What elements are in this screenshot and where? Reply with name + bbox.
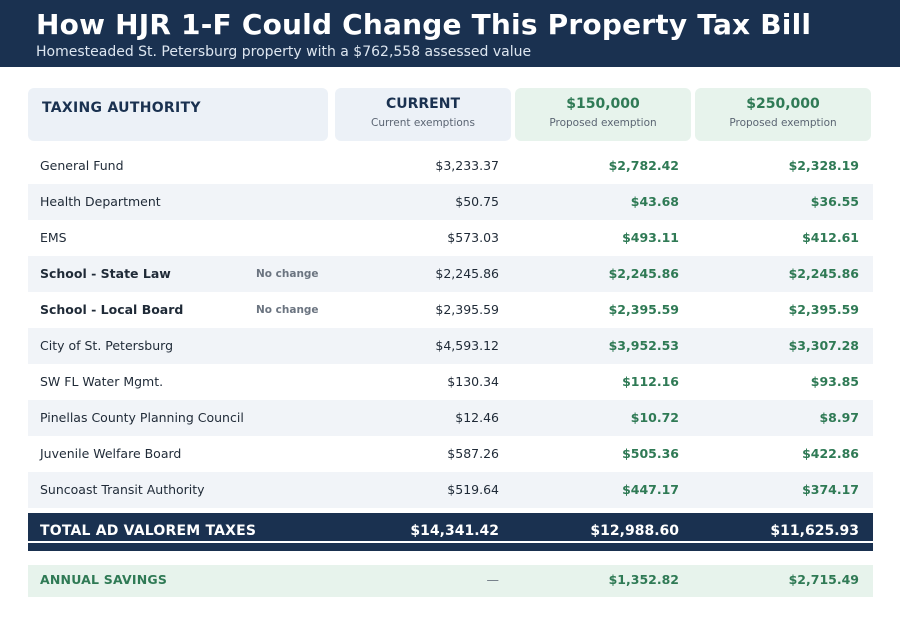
row-250k-value: $93.85: [810, 374, 859, 389]
total-current-value: $14,341.42: [410, 523, 499, 539]
row-current-value: $50.75: [455, 194, 499, 209]
total-divider: [28, 541, 873, 543]
row-authority-name: General Fund: [40, 158, 124, 173]
row-150k-value: $2,395.59: [608, 302, 679, 317]
row-current-value: $3,233.37: [435, 158, 499, 173]
table-row: Suncoast Transit Authority $519.64 $447.…: [28, 472, 873, 508]
row-250k-value: $374.17: [802, 482, 859, 497]
table-row: School - State Law No change $2,245.86 $…: [28, 256, 873, 292]
header-taxing-authority: TAXING AUTHORITY: [28, 88, 328, 141]
header-current-sub: Current exemptions: [371, 117, 475, 129]
row-250k-value: $2,395.59: [788, 302, 859, 317]
row-250k-value: $412.61: [802, 230, 859, 245]
savings-150k-value: $1,352.82: [608, 572, 679, 587]
table-row: EMS $573.03 $493.11 $412.61: [28, 220, 873, 256]
row-150k-value: $2,245.86: [608, 266, 679, 281]
table-row: Juvenile Welfare Board $587.26 $505.36 $…: [28, 436, 873, 472]
row-authority-name: Pinellas County Planning Council: [40, 410, 244, 425]
no-change-note: No change: [256, 268, 319, 280]
table-row: SW FL Water Mgmt. $130.34 $112.16 $93.85: [28, 364, 873, 400]
row-authority-name: Health Department: [40, 194, 161, 209]
row-150k-value: $3,952.53: [608, 338, 679, 353]
row-authority-name: School - Local Board: [40, 302, 184, 317]
row-250k-value: $2,245.86: [788, 266, 859, 281]
header-150k-label: $150,000: [566, 96, 640, 112]
row-150k-value: $2,782.42: [608, 158, 679, 173]
row-current-value: $2,245.86: [435, 266, 499, 281]
row-250k-value: $2,328.19: [788, 158, 859, 173]
row-authority-name: Juvenile Welfare Board: [40, 446, 182, 461]
savings-row: ANNUAL SAVINGS — $1,352.82 $2,715.49: [28, 565, 873, 597]
row-150k-value: $493.11: [622, 230, 679, 245]
row-authority-name: City of St. Petersburg: [40, 338, 174, 353]
row-current-value: $130.34: [447, 374, 499, 389]
savings-current-value: —: [486, 572, 500, 587]
total-250k-value: $11,625.93: [770, 523, 859, 539]
header-150k: $150,000 Proposed exemption: [515, 88, 691, 141]
row-250k-value: $36.55: [810, 194, 859, 209]
row-authority-name: School - State Law: [40, 266, 171, 281]
savings-label: ANNUAL SAVINGS: [40, 572, 168, 587]
row-current-value: $587.26: [447, 446, 499, 461]
header-250k: $250,000 Proposed exemption: [695, 88, 871, 141]
savings-250k-value: $2,715.49: [788, 572, 859, 587]
header-current: CURRENT Current exemptions: [335, 88, 511, 141]
row-150k-value: $447.17: [622, 482, 679, 497]
header-150k-sub: Proposed exemption: [549, 117, 657, 129]
header-250k-sub: Proposed exemption: [729, 117, 837, 129]
row-current-value: $12.46: [455, 410, 499, 425]
row-authority-name: Suncoast Transit Authority: [40, 482, 205, 497]
row-150k-value: $505.36: [622, 446, 679, 461]
row-250k-value: $3,307.28: [788, 338, 859, 353]
table-row: Health Department $50.75 $43.68 $36.55: [28, 184, 873, 220]
table-row: Pinellas County Planning Council $12.46 …: [28, 400, 873, 436]
row-150k-value: $112.16: [622, 374, 679, 389]
row-150k-value: $43.68: [630, 194, 679, 209]
row-250k-value: $8.97: [819, 410, 859, 425]
row-authority-name: SW FL Water Mgmt.: [40, 374, 164, 389]
row-150k-value: $10.72: [630, 410, 679, 425]
tax-table-body: General Fund $3,233.37 $2,782.42 $2,328.…: [28, 148, 873, 508]
row-current-value: $4,593.12: [435, 338, 499, 353]
no-change-note: No change: [256, 304, 319, 316]
header-current-label: CURRENT: [385, 96, 461, 112]
total-label: TOTAL AD VALOREM TAXES: [40, 523, 257, 539]
title-banner: How HJR 1-F Could Change This Property T…: [0, 0, 900, 67]
table-row: City of St. Petersburg $4,593.12 $3,952.…: [28, 328, 873, 364]
total-row: TOTAL AD VALOREM TAXES $14,341.42 $12,98…: [28, 513, 873, 551]
table-row: School - Local Board No change $2,395.59…: [28, 292, 873, 328]
header-taxing-authority-label: TAXING AUTHORITY: [42, 100, 201, 116]
header-250k-label: $250,000: [746, 96, 820, 112]
row-current-value: $2,395.59: [435, 302, 499, 317]
row-current-value: $519.64: [447, 482, 499, 497]
row-current-value: $573.03: [447, 230, 499, 245]
table-row: General Fund $3,233.37 $2,782.42 $2,328.…: [28, 148, 873, 184]
page-title: How HJR 1-F Could Change This Property T…: [36, 8, 812, 41]
row-authority-name: EMS: [40, 230, 67, 245]
total-150k-value: $12,988.60: [590, 523, 679, 539]
row-250k-value: $422.86: [802, 446, 859, 461]
page-subtitle: Homesteaded St. Petersburg property with…: [36, 44, 532, 60]
